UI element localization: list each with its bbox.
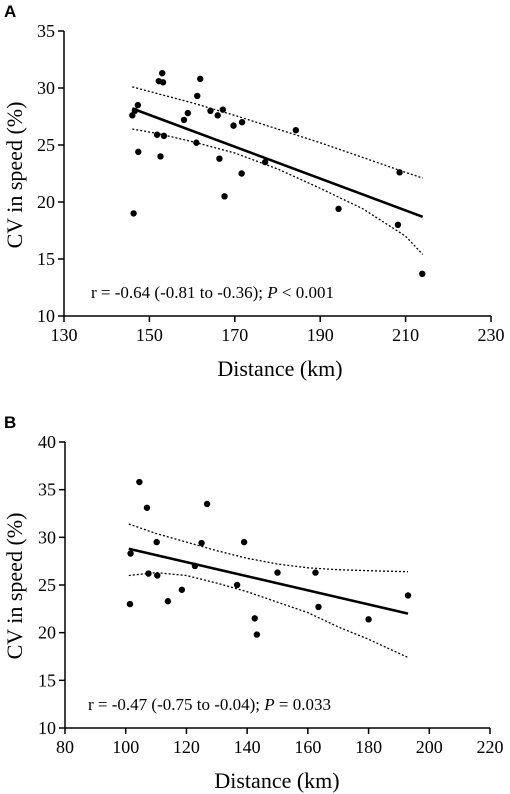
- stats-annotation: r = -0.64 (-0.81 to -0.36); P < 0.001: [91, 283, 334, 302]
- data-point: [261, 158, 269, 166]
- data-point: [164, 598, 172, 605]
- x-axis-label: Distance (km): [214, 768, 339, 793]
- data-point: [194, 92, 201, 100]
- x-tick-label: 120: [173, 737, 200, 757]
- data-point: [251, 615, 258, 622]
- data-point: [127, 550, 134, 557]
- panel-label: A: [4, 2, 16, 21]
- data-point: [240, 538, 248, 546]
- y-tick-label: 20: [38, 623, 56, 643]
- y-tick-label: 30: [37, 78, 55, 98]
- y-tick-label: 15: [37, 249, 55, 269]
- panel-a: A CV in speed (%) Distance (km) r = -0.6…: [2, 2, 505, 381]
- data-point: [419, 270, 426, 278]
- x-tick-label: 80: [56, 737, 74, 757]
- data-point: [238, 170, 245, 177]
- data-point: [159, 69, 166, 77]
- data-point: [230, 122, 237, 129]
- data-point: [160, 132, 168, 140]
- data-point: [203, 500, 211, 508]
- x-tick-label: 150: [136, 325, 163, 345]
- data-point: [191, 562, 199, 570]
- data-point: [131, 107, 139, 115]
- y-axis-label: CV in speed (%): [2, 102, 27, 249]
- data-point: [207, 107, 214, 115]
- data-point: [178, 586, 186, 593]
- x-tick-label: 130: [51, 325, 78, 345]
- data-point: [145, 570, 152, 577]
- ci-lower-band: [132, 128, 424, 255]
- x-axis-label: Distance (km): [217, 356, 342, 381]
- x-tick-label: 100: [112, 737, 139, 757]
- data-point: [143, 504, 151, 511]
- data-point: [153, 538, 160, 546]
- y-tick-label: 35: [37, 21, 55, 41]
- data-point: [193, 139, 200, 146]
- ci-upper-band: [128, 523, 409, 573]
- x-tick-label: 220: [477, 737, 504, 757]
- data-point: [130, 210, 137, 217]
- data-point: [315, 603, 322, 611]
- data-point: [153, 131, 161, 138]
- data-point: [253, 631, 261, 638]
- ci-upper-band: [132, 86, 423, 179]
- data-point: [214, 112, 221, 119]
- data-point: [159, 79, 167, 86]
- data-point: [335, 205, 342, 213]
- data-point: [238, 119, 246, 126]
- y-tick-label: 20: [37, 192, 55, 212]
- data-point: [135, 148, 142, 156]
- y-tick-label: 25: [38, 575, 56, 595]
- data-point: [365, 616, 372, 623]
- data-point: [394, 221, 402, 228]
- y-tick-label: 25: [37, 135, 55, 155]
- data-point: [233, 581, 241, 589]
- data-point: [221, 193, 228, 200]
- data-point: [216, 155, 223, 162]
- stats-annotation: r = -0.47 (-0.75 to -0.04); P = 0.033: [88, 695, 331, 714]
- data-point: [126, 600, 134, 608]
- x-tick-label: 200: [416, 737, 443, 757]
- data-point: [197, 75, 204, 83]
- x-tick-label: 160: [294, 737, 321, 757]
- data-point: [157, 153, 164, 160]
- data-point: [198, 539, 205, 547]
- y-tick-label: 10: [38, 718, 56, 738]
- data-point: [312, 569, 319, 576]
- data-point: [180, 116, 188, 124]
- ci-lower-band: [128, 571, 409, 659]
- y-tick-label: 15: [38, 670, 56, 690]
- data-point: [404, 592, 412, 599]
- data-point: [134, 101, 142, 109]
- x-tick-label: 140: [234, 737, 261, 757]
- data-point: [219, 106, 227, 113]
- panel-label: B: [4, 413, 16, 432]
- data-point: [136, 478, 143, 486]
- data-point: [396, 169, 403, 176]
- x-tick-label: 170: [221, 325, 248, 345]
- data-point: [274, 569, 281, 576]
- data-point: [154, 572, 161, 579]
- x-tick-label: 190: [307, 325, 334, 345]
- y-axis-label: CV in speed (%): [2, 513, 27, 660]
- panel-b: B CV in speed (%) Distance (km) r = -0.4…: [2, 413, 504, 793]
- y-tick-label: 10: [37, 306, 55, 326]
- x-tick-label: 230: [478, 325, 505, 345]
- regression-line: [131, 107, 424, 219]
- regression-line: [128, 547, 409, 615]
- y-tick-label: 30: [38, 527, 56, 547]
- y-tick-label: 40: [38, 432, 56, 452]
- data-point: [292, 126, 300, 134]
- x-tick-label: 210: [392, 325, 419, 345]
- x-tick-label: 180: [355, 737, 382, 757]
- y-tick-label: 35: [38, 480, 56, 500]
- data-point: [184, 109, 192, 117]
